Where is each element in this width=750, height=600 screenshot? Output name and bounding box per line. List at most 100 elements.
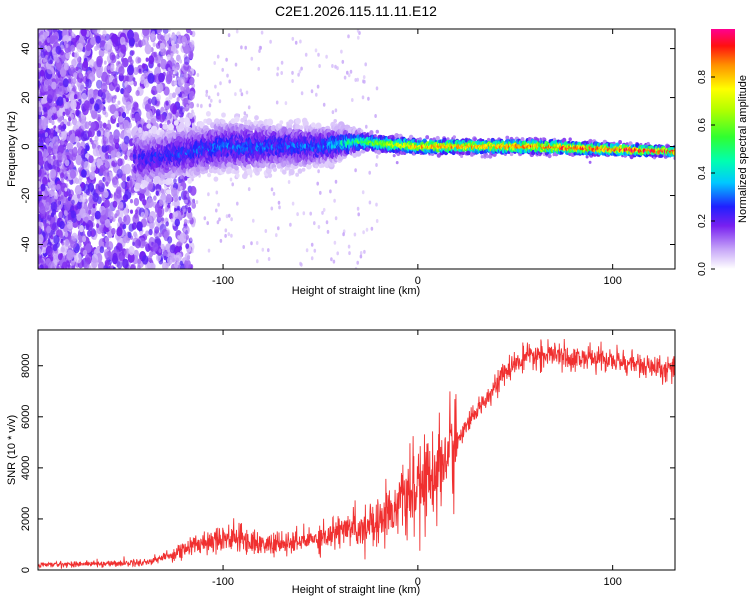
heatmap-cell [127, 122, 132, 129]
heatmap-cell [175, 72, 179, 77]
heatmap-cell [227, 33, 231, 38]
heatmap-cell [40, 258, 44, 264]
heatmap-cell [100, 41, 105, 48]
heatmap-cell [310, 256, 314, 261]
heatmap-cell [353, 232, 357, 237]
heatmap-cell [52, 136, 59, 146]
heatmap-cell [363, 79, 366, 84]
heatmap-cell [132, 241, 136, 246]
heatmap-cell [300, 262, 303, 267]
heatmap-cell [148, 183, 154, 192]
heatmap-cell [72, 77, 77, 85]
heatmap-cell [184, 176, 188, 181]
heatmap-cell [170, 218, 174, 223]
heatmap-cell [57, 189, 62, 196]
heatmap-cell [368, 170, 372, 175]
heatmap-cell [356, 206, 360, 211]
heatmap-cell [217, 202, 220, 207]
heatmap-cell [64, 103, 68, 109]
heatmap-cell [166, 248, 170, 253]
heatmap-cell [322, 102, 326, 107]
heatmap-cell [133, 197, 140, 207]
heatmap-cell [191, 40, 194, 45]
heatmap-cell [191, 46, 194, 51]
heatmap-cell [156, 93, 161, 102]
heatmap-cell [187, 70, 193, 78]
heatmap-cell [172, 92, 176, 99]
heatmap-cell [87, 230, 92, 237]
heatmap-cell [88, 209, 92, 215]
heatmap-cell [167, 236, 173, 244]
heatmap-cell [56, 110, 62, 118]
heatmap-cell [108, 81, 115, 92]
heatmap-cell [277, 200, 281, 205]
heatmap-cell [99, 246, 105, 254]
heatmap-cell [189, 104, 192, 109]
heatmap-cell [240, 45, 243, 50]
heatmap-cell [244, 45, 247, 50]
heatmap-cell [87, 130, 93, 137]
heatmap-cell [243, 115, 248, 121]
heatmap-cell [107, 241, 114, 251]
heatmap-cell [126, 150, 131, 157]
heatmap-cell [362, 75, 366, 80]
heatmap-cell [147, 73, 155, 84]
heatmap-cell [90, 140, 94, 145]
heatmap-cell [267, 257, 271, 261]
heatmap-cell [123, 207, 129, 216]
heatmap-cell [363, 249, 366, 254]
heatmap-cell [165, 201, 169, 206]
heatmap-cell [92, 203, 96, 209]
heatmap-cell [80, 160, 85, 167]
heatmap-cell [47, 109, 53, 118]
heatmap-cell [111, 227, 116, 235]
heatmap-cell [79, 225, 84, 233]
heatmap-cell [183, 227, 186, 232]
heatmap-cell [375, 86, 379, 91]
heatmap-cell [91, 109, 98, 120]
heatmap-cell [101, 231, 106, 237]
heatmap-cell [187, 206, 192, 213]
heatmap-cell [314, 48, 318, 53]
heatmap-cell [172, 73, 176, 78]
heatmap-cell [124, 92, 131, 102]
heatmap-cell [53, 113, 58, 120]
heatmap-cell [173, 115, 177, 120]
heatmap-cell [192, 112, 195, 116]
heatmap-cell [71, 232, 78, 242]
heatmap-cell [158, 248, 162, 253]
heatmap-cell [216, 54, 220, 59]
heatmap-cell [176, 205, 181, 212]
heatmap-cell [112, 200, 118, 208]
heatmap-cell [70, 113, 74, 119]
heatmap-cell [108, 134, 115, 144]
heatmap-cell [68, 64, 75, 75]
heatmap-cell [131, 50, 135, 55]
heatmap-cell [65, 43, 69, 48]
heatmap-cell [243, 111, 247, 116]
heatmap-cell [270, 187, 274, 192]
heatmap-cell [143, 70, 148, 78]
heatmap-cell [284, 101, 288, 106]
heatmap-cell [134, 213, 138, 219]
heatmap-cell [110, 64, 115, 73]
heatmap-cell [302, 211, 306, 216]
heatmap-cell [291, 201, 295, 206]
heatmap-cell [40, 205, 46, 214]
heatmap-cell [319, 190, 322, 195]
heatmap-cell [257, 66, 261, 71]
heatmap-cell [119, 132, 124, 139]
heatmap-cell [361, 95, 365, 100]
heatmap-cell [331, 110, 335, 115]
heatmap-cell [228, 79, 231, 84]
heatmap-cell [104, 160, 110, 169]
heatmap-cell [56, 99, 60, 106]
heatmap-cell [102, 108, 107, 115]
heatmap-cell [176, 97, 180, 102]
heatmap-cell [76, 42, 84, 53]
heatmap-cell [109, 52, 116, 61]
heatmap-cell [100, 82, 108, 93]
heatmap-cell [325, 220, 329, 225]
